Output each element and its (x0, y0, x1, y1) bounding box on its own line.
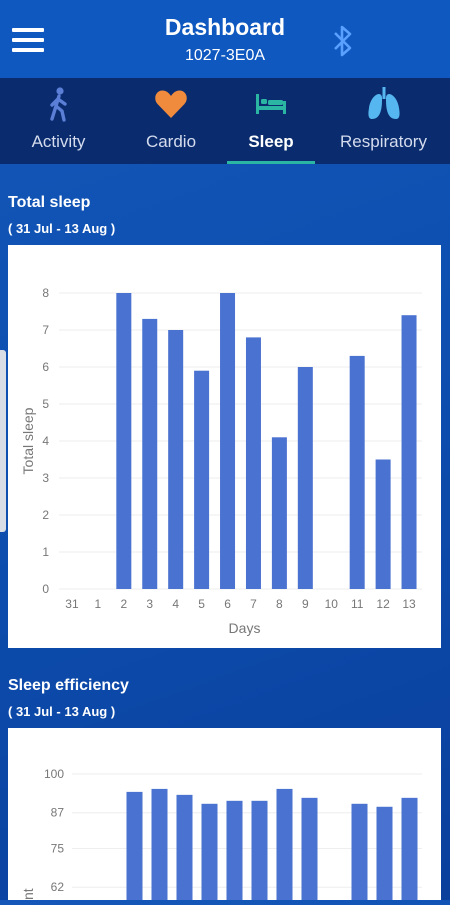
bar (116, 293, 132, 589)
tab-cardio-label: Cardio (145, 132, 197, 151)
drawer-edge-handle[interactable] (0, 350, 6, 532)
y-tick-label: 2 (42, 508, 49, 522)
app-header: Dashboard 1027-3E0A (0, 0, 450, 78)
y-axis-label: Total sleep (20, 407, 36, 474)
sleep-efficiency-range: ( 31 Jul - 13 Aug ) (8, 704, 116, 719)
x-tick-label: 4 (172, 597, 179, 611)
bar (375, 459, 391, 589)
y-tick-label: 4 (42, 434, 49, 448)
x-tick-label: 8 (276, 597, 283, 611)
bar (220, 293, 236, 589)
x-tick-label: 2 (120, 597, 127, 611)
y-tick-label: 7 (42, 323, 49, 337)
y-tick-label: 0 (42, 582, 49, 596)
x-tick-label: 1 (95, 597, 102, 611)
bar (401, 797, 418, 905)
y-tick-label: 6 (42, 360, 49, 374)
y-tick-label: 75 (51, 842, 65, 856)
bar (276, 788, 293, 905)
y-tick-label: 1 (42, 545, 49, 559)
y-tick-label: 62 (51, 880, 65, 894)
hamburger-menu-icon[interactable] (12, 28, 44, 54)
y-tick-label: 8 (42, 286, 49, 300)
sleep-efficiency-chart-card: 62 75 87 100 nt (8, 728, 441, 905)
bar (297, 367, 313, 589)
total-sleep-range: ( 31 Jul - 13 Aug ) (8, 221, 116, 236)
total-sleep-chart-card: 0 1 2 3 4 5 6 7 8 31 1 2 3 4 5 6 7 8 9 10 11 12 13 Days Total sl… (8, 245, 441, 648)
bar (151, 788, 168, 905)
x-tick-label: 10 (325, 597, 339, 611)
y-axis-label: nt (20, 888, 36, 900)
walking-person-icon (44, 86, 74, 127)
bed-icon (254, 92, 288, 121)
tab-sleep[interactable]: Sleep (225, 78, 317, 164)
tab-sleep-label: Sleep (248, 132, 294, 151)
bar (194, 370, 210, 589)
page-title: Dashboard (164, 14, 286, 40)
bar (271, 437, 287, 589)
total-sleep-title: Total sleep (8, 194, 91, 211)
sleep-efficiency-title: Sleep efficiency (8, 677, 129, 694)
bar (168, 330, 184, 589)
bar (126, 791, 143, 905)
active-tab-indicator (227, 161, 315, 164)
x-tick-label: 6 (224, 597, 231, 611)
bar (245, 337, 261, 589)
x-tick-label: 11 (351, 597, 364, 611)
bar (201, 803, 218, 905)
bar (226, 800, 243, 905)
x-tick-label: 12 (376, 597, 390, 611)
x-tick-label: 3 (146, 597, 153, 611)
tab-activity[interactable]: Activity (0, 78, 117, 164)
tab-cardio[interactable]: Cardio (117, 78, 225, 164)
bar (301, 797, 318, 905)
device-id: 1027-3E0A (184, 47, 266, 64)
x-tick-label: 7 (250, 597, 257, 611)
tab-respiratory[interactable]: Respiratory (317, 78, 450, 164)
tab-activity-label: Activity (31, 132, 86, 151)
bluetooth-icon[interactable] (332, 24, 354, 63)
heart-icon (154, 88, 188, 125)
y-tick-label: 87 (51, 806, 65, 820)
x-axis-label: Days (229, 620, 261, 636)
sleep-efficiency-chart: 62 75 87 100 nt (20, 767, 422, 905)
bar (401, 315, 417, 589)
x-tick-label: 13 (402, 597, 416, 611)
tab-respiratory-label: Respiratory (340, 132, 427, 151)
y-tick-label: 5 (42, 397, 49, 411)
x-tick-label: 31 (65, 597, 79, 611)
bar (251, 800, 268, 905)
y-tick-label: 100 (44, 767, 64, 781)
category-tabs: Activity Cardio Sleep (0, 78, 450, 164)
bar (176, 794, 193, 905)
x-tick-label: 5 (198, 597, 205, 611)
y-tick-label: 3 (42, 471, 49, 485)
bar (351, 803, 368, 905)
bar (349, 355, 365, 589)
x-tick-label: 9 (302, 597, 309, 611)
bar (142, 318, 158, 589)
bar (376, 806, 393, 905)
lungs-icon (367, 86, 401, 127)
